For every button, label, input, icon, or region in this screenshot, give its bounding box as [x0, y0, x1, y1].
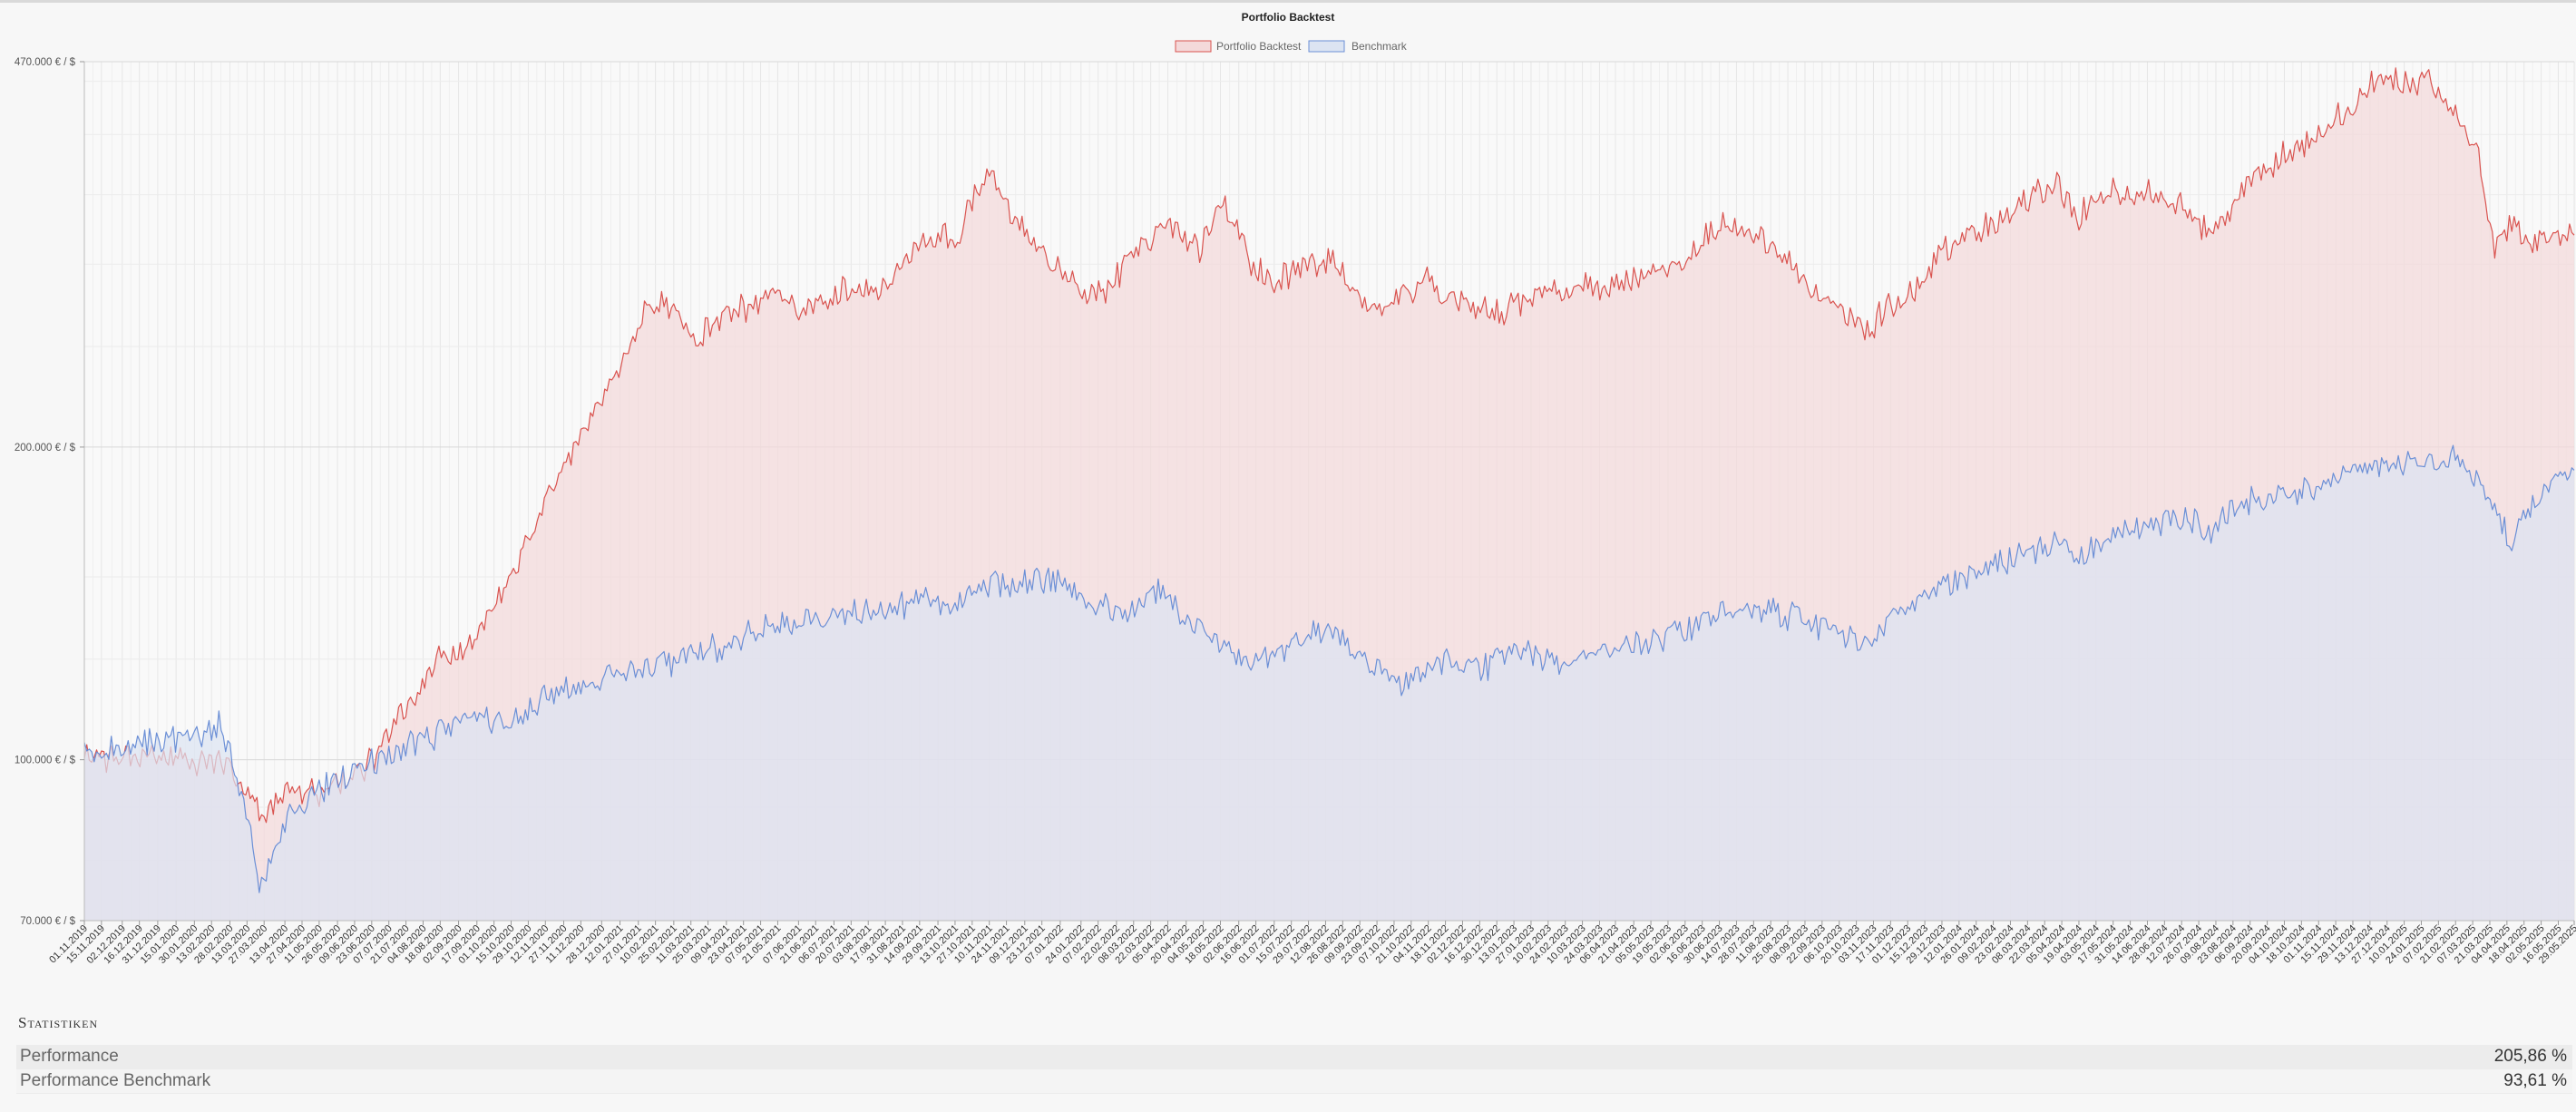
- series-line-portfolio-backtest[interactable]: [83, 67, 2575, 824]
- legend-swatch-benchmark[interactable]: [1308, 40, 1345, 53]
- stat-label: Performance: [20, 1047, 119, 1066]
- stat-row-performance: Performance 205,86 %: [16, 1045, 2572, 1069]
- y-tick-label: 200.000 € / $: [15, 443, 76, 454]
- legend-label-portfolio[interactable]: Portfolio Backtest: [1216, 40, 1302, 53]
- x-axis: 01.11.201915.11.201902.12.201916.12.2019…: [47, 920, 2576, 966]
- y-tick-label: 100.000 € / $: [15, 756, 76, 766]
- y-tick-label: 70.000 € / $: [20, 916, 75, 927]
- statistics-heading: Statistiken: [18, 1014, 99, 1031]
- statistics-section: Statistiken Performance 205,86 % Perform…: [16, 1014, 2572, 1094]
- series-area-benchmark: [84, 445, 2574, 922]
- legend-label-benchmark[interactable]: Benchmark: [1351, 40, 1408, 53]
- chart-series: [83, 67, 2575, 922]
- portfolio-backtest-chart: Portfolio Backtest Portfolio Backtest Be…: [15, 11, 2576, 966]
- chart-legend: Portfolio Backtest Benchmark: [1175, 40, 1408, 53]
- series-line-benchmark[interactable]: [83, 444, 2575, 893]
- stat-value: 205,86 %: [2493, 1047, 2567, 1066]
- y-tick-label: 470.000 € / $: [15, 57, 76, 68]
- stat-row-performance-benchmark: Performance Benchmark 93,61 %: [16, 1069, 2572, 1094]
- y-axis: 470.000 € / $ 200.000 € / $ 100.000 € / $ 7…: [15, 57, 85, 927]
- legend-swatch-portfolio[interactable]: [1175, 40, 1212, 53]
- top-border: [0, 0, 2576, 3]
- stat-label: Performance Benchmark: [20, 1071, 211, 1090]
- stat-value: 93,61 %: [2503, 1071, 2567, 1090]
- chart-title: Portfolio Backtest: [1242, 11, 1335, 24]
